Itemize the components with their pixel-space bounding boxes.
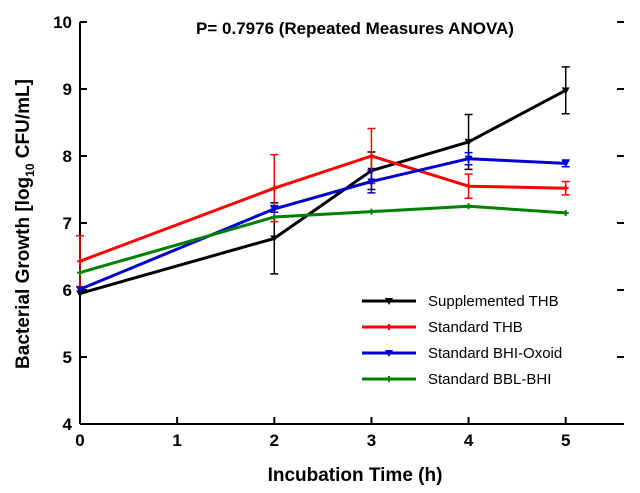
legend-marker-standard-thb xyxy=(386,324,392,330)
data-point-supplemented-thb xyxy=(270,235,279,243)
y-tick-label: 8 xyxy=(63,147,72,166)
series-line-supplemented-thb xyxy=(79,88,567,295)
y-tick-label: 9 xyxy=(63,80,72,99)
legend: Supplemented THB Standard THB Standard BHI… xyxy=(362,293,562,388)
y-tick-label: 5 xyxy=(63,348,72,367)
series-line-standard-bbl-bhi xyxy=(79,204,566,275)
data-point-supplemented-thb xyxy=(464,138,473,146)
data-point-standard-bhi-oxoid xyxy=(76,286,84,294)
y-axis-label: Bacterial Growth [log10 CFU/mL] xyxy=(13,79,37,369)
data-point-standard-bhi-oxoid xyxy=(270,205,279,213)
legend-label-standard-thb: Standard THB xyxy=(428,319,523,336)
data-point-standard-bhi-oxoid xyxy=(561,160,570,168)
x-tick-label: 3 xyxy=(367,431,376,450)
chart-title: P= 0.7976 (Repeated Measures ANOVA) xyxy=(196,19,514,38)
y-tick-label: 6 xyxy=(63,281,72,300)
data-point-standard-bhi-oxoid xyxy=(367,178,376,186)
x-tick-label: 5 xyxy=(561,431,570,450)
x-tick-label: 4 xyxy=(464,431,474,450)
plot-area: 4 5 6 7 8 9 10 0 1 2 3 4 5 xyxy=(53,13,624,450)
data-point-standard-thb xyxy=(368,153,375,159)
x-tick-label: 2 xyxy=(270,431,279,450)
x-axis-label: Incubation Time (h) xyxy=(268,465,443,486)
series-line-standard-bhi-oxoid xyxy=(79,157,566,291)
data-point-standard-bbl-bhi xyxy=(562,209,569,216)
legend-label-standard-bbl-bhi: Standard BBL-BHI xyxy=(428,371,551,388)
data-point-standard-thb xyxy=(465,183,472,190)
data-point-supplemented-thb xyxy=(76,290,84,298)
data-point-standard-bbl-bhi xyxy=(271,213,278,220)
y-axis-label-suffix: CFU/mL] xyxy=(13,79,34,163)
legend-label-standard-bhi-oxoid: Standard BHI-Oxoid xyxy=(428,345,562,362)
data-point-standard-bbl-bhi xyxy=(368,208,375,215)
data-point-standard-thb xyxy=(562,185,569,192)
x-tick-label: 0 xyxy=(75,431,84,450)
legend-marker-standard-bhi-oxoid xyxy=(385,350,393,357)
y-axis-label-prefix: Bacterial Growth [log xyxy=(13,177,34,369)
data-point-standard-bbl-bhi xyxy=(465,203,472,210)
legend-label-supplemented-thb: Supplemented THB xyxy=(428,293,559,310)
data-point-standard-thb xyxy=(271,185,278,192)
data-point-standard-bhi-oxoid xyxy=(464,155,473,163)
legend-marker-standard-bbl-bhi xyxy=(386,376,392,382)
y-tick-label: 10 xyxy=(53,13,72,32)
x-tick-label: 1 xyxy=(172,431,181,450)
legend-marker-supplemented-thb xyxy=(385,298,393,305)
y-axis-label-subscript: 10 xyxy=(23,163,37,177)
data-point-standard-bbl-bhi xyxy=(77,269,83,276)
y-tick-label: 7 xyxy=(63,214,72,233)
y-tick-label: 4 xyxy=(63,415,73,434)
data-point-standard-thb xyxy=(77,258,83,265)
data-point-supplemented-thb xyxy=(561,87,570,95)
